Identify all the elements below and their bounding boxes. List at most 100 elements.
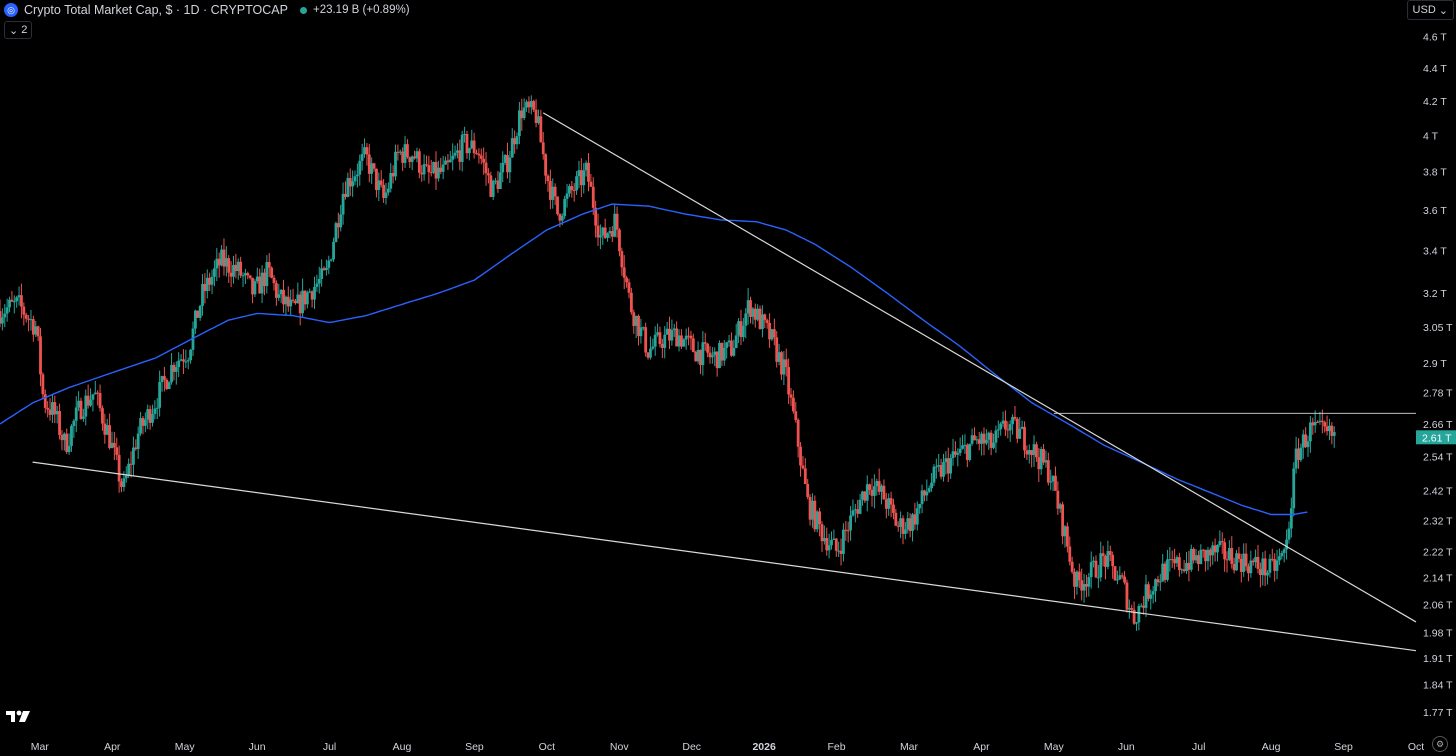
candle-body [525, 101, 528, 108]
y-tick-label: 1.77 T [1423, 707, 1453, 719]
candle-body [1239, 558, 1243, 572]
x-tick-label: Jun [249, 741, 266, 753]
candle-540 [1285, 529, 1288, 560]
candle-body [341, 193, 345, 215]
candle-283 [672, 323, 676, 337]
candle-body [367, 154, 371, 174]
candle-body [1211, 545, 1215, 556]
candle-284 [675, 321, 679, 347]
candle-body [384, 192, 388, 198]
candle-151 [358, 154, 362, 186]
candle-50 [117, 445, 121, 493]
currency-selector[interactable]: USD ⌄ [1406, 0, 1454, 20]
candle-body [487, 173, 490, 176]
candle-254 [603, 218, 607, 239]
candle-344 [818, 507, 821, 537]
candle-body [701, 342, 705, 366]
candle-545 [1297, 438, 1300, 469]
candle-body [1199, 549, 1203, 565]
candle-body [601, 227, 605, 236]
candle-body [815, 511, 819, 530]
candle-body [1328, 425, 1331, 432]
indicators-toggle[interactable]: ⌄ 2 [4, 21, 33, 39]
candle-body [973, 435, 976, 441]
candle-27 [62, 432, 66, 451]
candle-body [222, 249, 226, 267]
candle-body [403, 144, 407, 163]
candle-330 [784, 348, 788, 377]
candle-body [1244, 553, 1248, 567]
candle-176 [417, 148, 421, 179]
candle-body [339, 214, 343, 228]
candle-body [872, 486, 876, 496]
candle-body [1030, 450, 1034, 456]
candle-422 [1004, 410, 1007, 437]
tradingview-logo-icon[interactable] [6, 708, 32, 724]
candle-246 [584, 160, 588, 177]
candle-222 [527, 96, 531, 114]
candle-85 [201, 274, 204, 316]
candle-body [625, 277, 629, 283]
candle-body [20, 295, 23, 307]
candle-235 [558, 213, 562, 228]
candle-body [591, 186, 595, 208]
candle-body [1104, 555, 1107, 567]
candle-30 [70, 424, 73, 452]
candle-55 [129, 451, 133, 478]
candle-352 [837, 541, 841, 558]
candle-body [820, 524, 824, 542]
candle-body [365, 147, 369, 155]
candle-body [951, 451, 955, 459]
candle-458 [1089, 551, 1093, 589]
candle-body [1287, 528, 1291, 540]
candle-body [1111, 554, 1115, 567]
y-tick-label: 4.6 T [1423, 32, 1447, 44]
candles [0, 95, 1336, 631]
candle-232 [551, 178, 555, 209]
candle-body [1208, 549, 1212, 556]
candle-body [41, 374, 45, 395]
symbol-title[interactable]: Crypto Total Market Cap, $ · 1D · CRYPTO… [24, 3, 288, 17]
candle-body [579, 170, 583, 186]
x-tick-label: Mar [31, 741, 50, 753]
candle-161 [382, 179, 385, 203]
candle-body [1032, 444, 1036, 456]
candle-body [937, 465, 941, 467]
candle-397 [944, 451, 948, 475]
candle-body [105, 425, 109, 435]
candle-282 [670, 319, 674, 346]
candle-body [1068, 546, 1072, 562]
candle-body [1039, 449, 1043, 470]
candle-4 [8, 296, 11, 313]
candle-body [484, 162, 488, 174]
candle-body [1301, 434, 1305, 448]
candle-237 [563, 195, 567, 220]
candle-body [432, 162, 436, 173]
candle-body [1232, 563, 1236, 571]
candle-281 [668, 316, 671, 350]
settings-gear-icon[interactable]: ⚙ [1432, 736, 1448, 752]
candle-87 [205, 269, 209, 299]
candle-body [1023, 426, 1026, 451]
candle-455 [1082, 573, 1086, 603]
candle-86 [203, 273, 207, 304]
candle-body [1149, 594, 1153, 599]
candle-body [458, 150, 462, 162]
candle-body [977, 439, 981, 444]
candle-382 [908, 513, 912, 538]
candle-body [720, 342, 724, 361]
candle-body [1213, 545, 1217, 553]
candle-265 [629, 287, 633, 315]
candle-196 [465, 130, 469, 159]
candle-body [627, 282, 631, 293]
candle-body [1004, 420, 1007, 430]
candle-body [160, 376, 164, 383]
candle-476 [1132, 601, 1136, 625]
y-tick-label: 3.8 T [1423, 167, 1447, 179]
candle-body [201, 283, 204, 306]
candle-body [532, 101, 536, 110]
candle-body [832, 538, 836, 540]
candle-body [506, 155, 509, 173]
cryptocap-logo-icon: ◎ [4, 3, 18, 17]
